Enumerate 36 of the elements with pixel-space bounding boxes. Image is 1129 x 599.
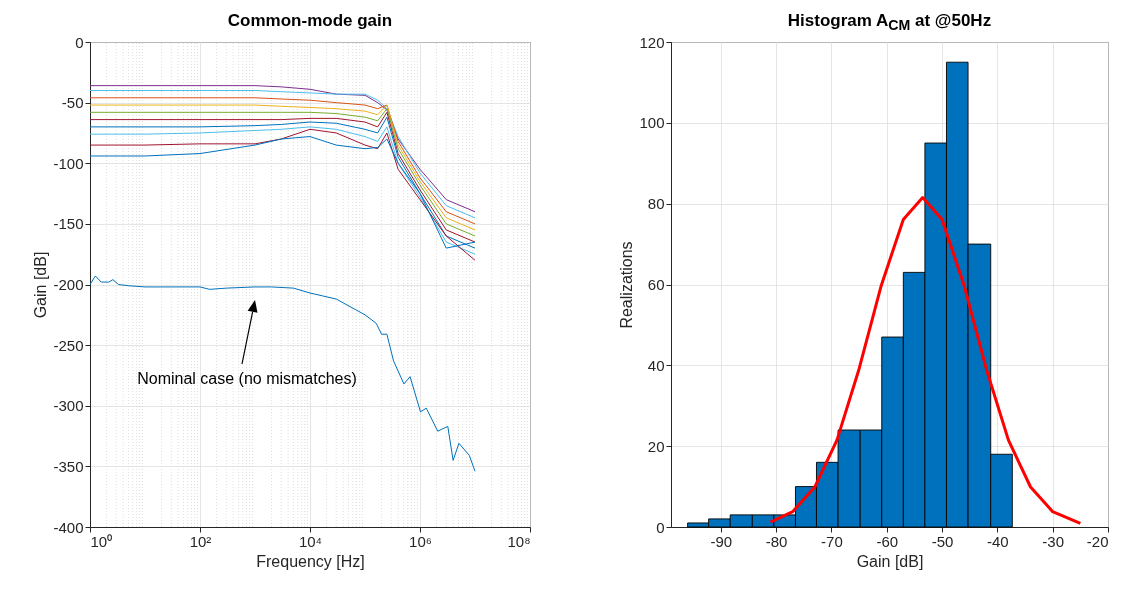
x-axis-title: Frequency [Hz] bbox=[256, 552, 365, 570]
y-tick-label: -100 bbox=[53, 154, 84, 172]
y-tick-label: 0 bbox=[656, 518, 665, 536]
x-tick-label: -80 bbox=[765, 532, 788, 550]
x-axis-title: Gain [dB] bbox=[856, 552, 924, 570]
y-tick-label: 80 bbox=[647, 195, 665, 213]
y-tick-label: 0 bbox=[75, 33, 84, 51]
x-tick-label: 10⁶ bbox=[409, 532, 432, 550]
chart-title: Common-mode gain bbox=[226, 11, 394, 31]
x-tick-label: -70 bbox=[821, 532, 843, 550]
y-tick-label: 20 bbox=[647, 437, 665, 455]
y-tick-label: -200 bbox=[53, 276, 84, 293]
x-tick-label: 10² bbox=[189, 532, 212, 550]
annotation: Nominal case (no mismatches) bbox=[137, 370, 357, 387]
x-tick-label: -90 bbox=[710, 532, 733, 550]
chart-title: Histogram A$_{CM}$ at @50Hz bbox=[786, 11, 993, 34]
x-tick-label: -50 bbox=[931, 532, 954, 550]
x-tick-label: 10⁰ bbox=[90, 532, 113, 550]
x-tick-label: -60 bbox=[876, 532, 899, 550]
y-tick-label: 40 bbox=[647, 356, 665, 374]
y-tick-label: 120 bbox=[639, 33, 665, 51]
x-tick-label: 10⁸ bbox=[507, 532, 531, 550]
x-tick-label: 10⁴ bbox=[298, 532, 323, 550]
y-axis-title: Gain [dB] bbox=[32, 251, 50, 319]
y-tick-label: -250 bbox=[53, 336, 84, 354]
y-axis-title: Realizations bbox=[618, 241, 636, 329]
y-tick-label: 100 bbox=[639, 114, 665, 132]
y-tick-label: -300 bbox=[53, 397, 84, 415]
x-tick-label: -30 bbox=[1042, 532, 1065, 550]
y-tick-label: -350 bbox=[53, 457, 84, 475]
x-tick-label: -40 bbox=[987, 532, 1009, 550]
y-tick-label: -50 bbox=[61, 94, 84, 112]
y-tick-label: -400 bbox=[53, 518, 84, 536]
y-tick-label: 60 bbox=[647, 276, 665, 293]
x-tick-label: -20 bbox=[1086, 532, 1109, 550]
y-tick-label: -150 bbox=[53, 215, 84, 233]
